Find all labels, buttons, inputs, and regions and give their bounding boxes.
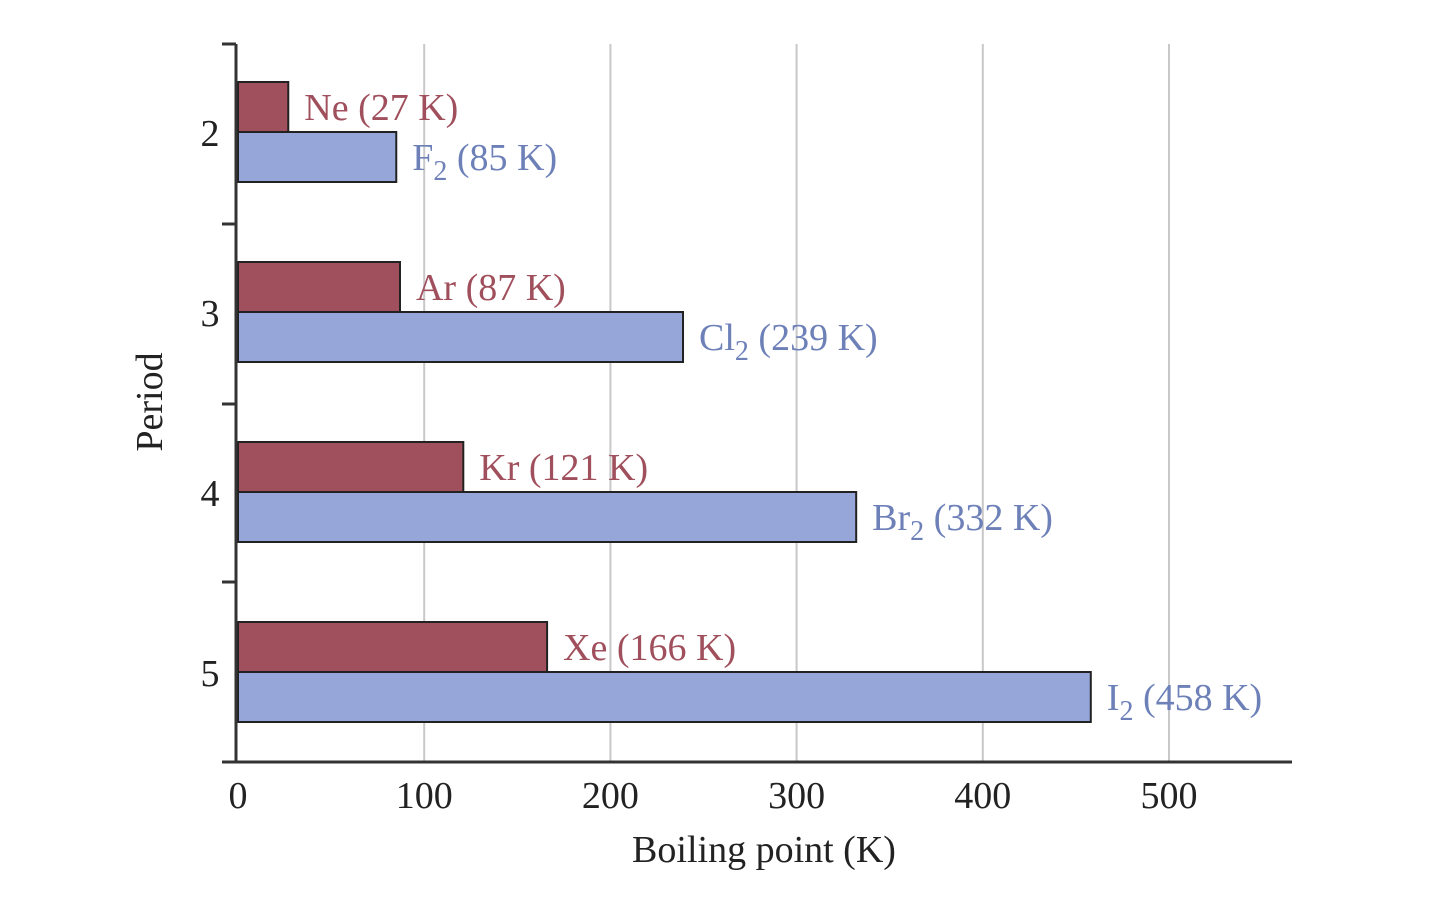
bar-series2-period-4: [237, 491, 858, 543]
bar-series1-period-4: [237, 441, 465, 493]
x-tick-labels: 0 100 200 300 400 500: [229, 775, 1198, 817]
y-tick-label-period-2: 2: [201, 113, 220, 155]
x-tick-label-200: 200: [582, 775, 639, 817]
bar-series1-period-5: [237, 621, 549, 673]
bar-label-series1-period-2: Ne (27 K): [304, 87, 458, 129]
bar-label-series2-period-4: Br2 (332 K): [872, 497, 1053, 547]
x-tick-label-300: 300: [768, 775, 825, 817]
y-tick-label-period-4: 4: [201, 473, 220, 515]
y-tick-label-period-3: 3: [201, 293, 220, 335]
y-tick-label-period-5: 5: [201, 653, 220, 695]
x-tick-label-500: 500: [1141, 775, 1198, 817]
x-tick-label-100: 100: [396, 775, 453, 817]
bar-series2-period-5: [237, 671, 1092, 723]
x-axis-title: Boiling point (K): [632, 829, 896, 871]
x-tick-label-0: 0: [229, 775, 248, 817]
bar-label-series2-period-5: I2 (458 K): [1107, 677, 1262, 727]
bar-label-series2-period-3: Cl2 (239 K): [699, 317, 878, 367]
x-tick-label-400: 400: [954, 775, 1011, 817]
bar-labels: Ne (27 K) Ar (87 K) Kr (121 K) Xe (166 K) F2…: [304, 87, 1262, 727]
y-tick-labels: 2 3 4 5: [201, 113, 220, 695]
bar-label-series1-period-3: Ar (87 K): [416, 267, 566, 309]
y-ticks: [222, 42, 236, 764]
bar-label-series2-period-2: F2 (85 K): [412, 137, 557, 187]
bar-series1-period-3: [237, 261, 401, 313]
bar-series1-period-2: [237, 81, 290, 133]
bar-series2-period-2: [237, 131, 398, 183]
bar-series2-period-3: [237, 311, 685, 363]
bars: [237, 81, 1092, 723]
bar-label-series1-period-4: Kr (121 K): [479, 447, 648, 489]
y-axis-title: Period: [129, 352, 171, 451]
bar-label-series1-period-5: Xe (166 K): [563, 627, 736, 669]
